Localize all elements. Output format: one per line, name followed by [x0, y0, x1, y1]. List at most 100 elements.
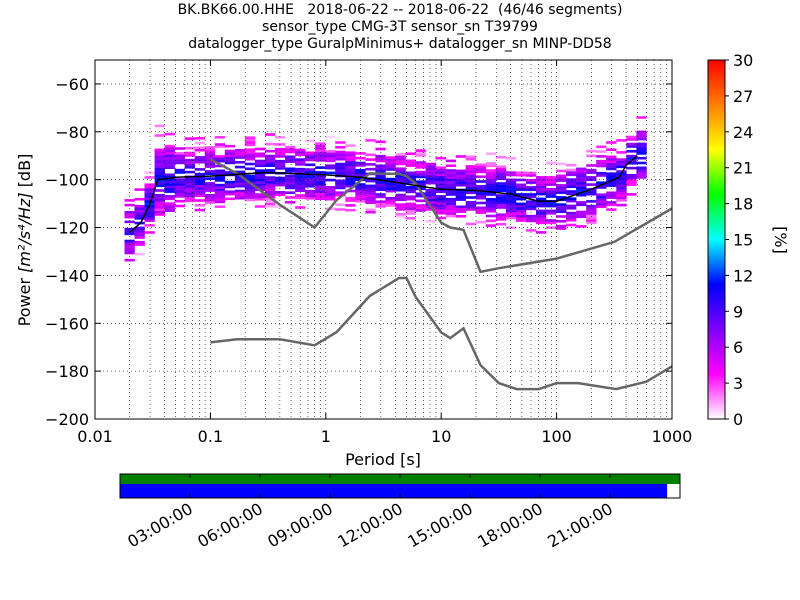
- heatmap-cell: [626, 181, 637, 184]
- heatmap-cell: [365, 163, 376, 166]
- heatmap-cell: [315, 175, 326, 179]
- heatmap-cell: [305, 197, 316, 200]
- heatmap-cell: [134, 226, 145, 230]
- heatmap-cell: [465, 165, 476, 168]
- heatmap-cell: [184, 199, 195, 203]
- heatmap-cell: [265, 200, 276, 203]
- heatmap-cell: [325, 159, 336, 163]
- heatmap-cell: [576, 186, 587, 190]
- heatmap-cell: [455, 176, 466, 180]
- heatmap-cell: [415, 161, 426, 164]
- heatmap-cell: [204, 186, 216, 190]
- heatmap-cell: [164, 154, 175, 157]
- heatmap-cell: [405, 209, 416, 213]
- heatmap-cell: [144, 176, 155, 179]
- heatmap-cell: [515, 197, 527, 201]
- heatmap-cell: [375, 195, 386, 199]
- colorbar-tick-label: 18: [733, 195, 753, 214]
- heatmap-cell: [465, 157, 476, 161]
- heatmap-cell: [244, 148, 256, 151]
- heatmap-cell: [566, 192, 577, 196]
- heatmap-cell: [435, 216, 446, 220]
- heatmap-cell: [536, 209, 547, 213]
- heatmap-cell: [254, 181, 266, 184]
- heatmap-cell: [224, 159, 236, 162]
- heatmap-cell: [295, 167, 306, 171]
- colorbar-tick-label: 15: [733, 231, 753, 250]
- heatmap-cell: [475, 211, 487, 214]
- heatmap-cell: [566, 185, 577, 188]
- heatmap-cell: [626, 178, 637, 182]
- heatmap-cell: [636, 149, 647, 153]
- heatmap-cell: [636, 137, 647, 141]
- heatmap-cell: [305, 192, 316, 195]
- heatmap-cell: [244, 138, 256, 142]
- heatmap-cell: [144, 207, 155, 210]
- heatmap-cell: [214, 193, 226, 196]
- heatmap-cell: [345, 161, 356, 164]
- heatmap-cell: [295, 179, 306, 183]
- heatmap-cell: [295, 206, 306, 209]
- heatmap-cell: [285, 201, 296, 204]
- heatmap-cell: [546, 221, 557, 225]
- heatmap-cell: [184, 146, 195, 150]
- heatmap-cell: [134, 205, 145, 208]
- heatmap-cell: [285, 174, 296, 178]
- colorbar-tick-label: 24: [733, 123, 753, 142]
- heatmap-cell: [546, 180, 557, 184]
- heatmap-cell: [254, 159, 266, 163]
- heatmap-cell: [295, 160, 306, 164]
- heatmap-cell: [515, 209, 527, 213]
- heatmap-cell: [265, 178, 276, 182]
- heatmap-cell: [154, 213, 165, 216]
- heatmap-cell: [576, 201, 587, 204]
- heatmap-cell: [485, 214, 497, 218]
- heatmap-cell: [275, 159, 286, 163]
- heatmap-cell: [405, 161, 416, 165]
- heatmap-cell: [405, 176, 416, 179]
- heatmap-cell: [184, 197, 195, 200]
- heatmap-cell: [375, 183, 386, 187]
- heatmap-cell: [536, 192, 547, 196]
- heatmap-cell: [616, 139, 627, 142]
- heatmap-cell: [495, 155, 507, 159]
- time-tick-label: 06:00:00: [194, 499, 266, 551]
- heatmap-cell: [234, 180, 246, 183]
- heatmap-cell: [566, 207, 577, 210]
- heatmap-cell: [194, 184, 205, 188]
- heatmap-cell: [526, 217, 537, 220]
- heatmap-cell: [596, 174, 607, 177]
- heatmap-cell: [315, 190, 326, 193]
- heatmap-cell: [275, 181, 286, 184]
- heatmap-cell: [204, 155, 216, 159]
- heatmap-cell: [124, 232, 135, 236]
- heatmap-cell: [275, 164, 286, 168]
- heatmap-cell: [405, 164, 416, 167]
- heatmap-cell: [254, 174, 266, 177]
- heatmap-cell: [194, 168, 205, 171]
- heatmap-cell: [546, 161, 557, 165]
- heatmap-cell: [254, 147, 266, 151]
- heatmap-cell: [275, 152, 286, 156]
- heatmap-cell: [475, 168, 487, 171]
- heatmap-cell: [214, 145, 226, 149]
- heatmap-cell: [495, 165, 507, 169]
- heatmap-cell: [265, 183, 276, 186]
- heatmap-cell: [154, 203, 165, 207]
- heatmap-cell: [164, 185, 175, 189]
- heatmap-cell: [194, 180, 205, 183]
- heatmap-cell: [455, 207, 466, 211]
- heatmap-cell: [475, 206, 487, 210]
- heatmap-cell: [204, 182, 216, 185]
- heatmap-cell: [596, 171, 607, 175]
- heatmap-cell: [184, 187, 195, 191]
- heatmap-cell: [365, 167, 376, 171]
- heatmap-cell: [214, 200, 226, 204]
- heatmap-cell: [184, 182, 195, 186]
- heatmap-cell: [566, 163, 577, 167]
- heatmap-cell: [385, 182, 396, 186]
- heatmap-cell: [325, 154, 336, 158]
- heatmap-cell: [154, 174, 165, 178]
- heatmap-cell: [234, 196, 246, 200]
- heatmap-cell: [566, 218, 577, 222]
